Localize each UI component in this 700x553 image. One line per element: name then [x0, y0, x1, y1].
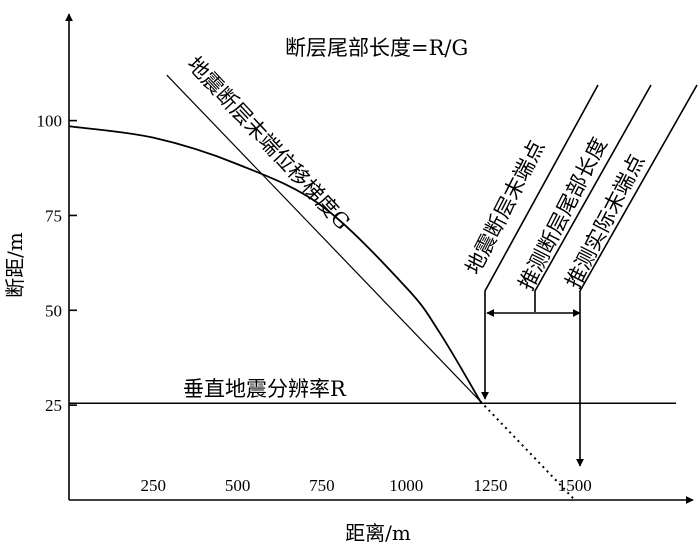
x-tick-label: 750: [309, 476, 335, 495]
y-ticks: 25 50 75 100: [37, 112, 77, 415]
y-tick-label: 75: [45, 206, 62, 225]
leader-inferred-end: [576, 84, 698, 467]
x-axis-label: 距离/m: [345, 521, 411, 545]
x-tick-label: 1250: [474, 476, 508, 495]
leader-seismic-end: [481, 84, 599, 400]
gradient-label: 地震断层末端位移梯度G: [182, 52, 354, 234]
x-tick-label: 1000: [389, 476, 423, 495]
x-tick-label: 250: [141, 476, 167, 495]
x-ticks: 250 500 750 1000 1250 1500: [141, 476, 592, 495]
chart-title: 断层尾部长度=R/G: [285, 36, 468, 60]
y-tick-label: 100: [37, 112, 63, 131]
gradient-line: [166, 74, 481, 402]
x-tick-label: 1500: [558, 476, 592, 495]
y-tick-label: 50: [45, 301, 62, 320]
resolution-label: 垂直地震分辨率R: [183, 377, 347, 401]
x-tick-label: 500: [225, 476, 251, 495]
leader-inferred-length: [534, 84, 652, 312]
y-tick-label: 25: [45, 396, 62, 415]
y-axis-label: 断距/m: [3, 232, 27, 298]
displacement-curve: [68, 125, 482, 402]
